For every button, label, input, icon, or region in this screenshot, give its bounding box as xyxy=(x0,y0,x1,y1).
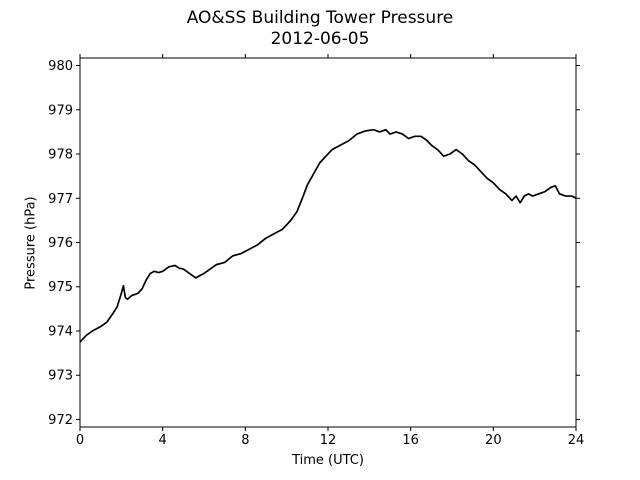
y-tick-label: 976 xyxy=(48,236,73,251)
y-axis-label: Pressure (hPa) xyxy=(23,196,39,290)
chart-subtitle: 2012-06-05 xyxy=(270,29,370,49)
y-tick-label: 974 xyxy=(48,324,73,339)
y-tick-label: 972 xyxy=(48,413,73,428)
y-tick-label: 977 xyxy=(48,192,73,207)
x-tick-label: 16 xyxy=(402,433,419,448)
x-tick-label: 24 xyxy=(568,433,585,448)
axis-ticks: 0 4 8 12 16 20 24 972 973 974 975 976 977 978 979 980 xyxy=(48,54,584,448)
x-tick-label: 0 xyxy=(76,433,84,448)
pressure-series-line xyxy=(79,128,577,343)
series-line-layer xyxy=(79,128,577,343)
x-tick-label: 4 xyxy=(159,433,167,448)
y-tick-label: 978 xyxy=(48,148,73,163)
x-axis-label: Time (UTC) xyxy=(292,453,364,468)
plot-frame xyxy=(79,57,577,428)
y-tick-label: 975 xyxy=(48,280,73,295)
chart-title: AO&SS Building Tower Pressure xyxy=(186,8,454,28)
x-tick-label: 8 xyxy=(241,433,249,448)
y-tick-label: 973 xyxy=(48,369,73,384)
x-tick-label: 12 xyxy=(320,433,337,448)
x-tick-label: 20 xyxy=(485,433,502,448)
y-tick-label: 979 xyxy=(48,103,73,118)
y-tick-label: 980 xyxy=(48,59,73,74)
